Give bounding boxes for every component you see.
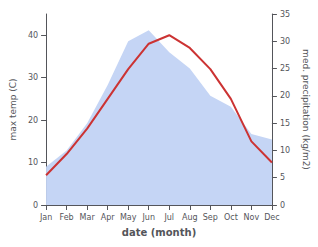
svg-text:30: 30 — [28, 73, 38, 82]
svg-text:Sep: Sep — [203, 213, 218, 222]
svg-text:Oct: Oct — [224, 213, 238, 222]
svg-text:Feb: Feb — [60, 213, 74, 222]
svg-text:20: 20 — [28, 116, 38, 125]
svg-text:25: 25 — [280, 64, 290, 73]
svg-text:Dec: Dec — [264, 213, 279, 222]
svg-text:max temp (C): max temp (C) — [8, 78, 18, 140]
svg-text:Mar: Mar — [80, 213, 96, 222]
svg-text:Nov: Nov — [244, 213, 260, 222]
svg-text:0: 0 — [280, 201, 285, 210]
svg-text:Aug: Aug — [182, 213, 198, 222]
svg-text:20: 20 — [280, 91, 290, 100]
svg-text:May: May — [120, 213, 137, 222]
svg-text:10: 10 — [28, 158, 38, 167]
svg-text:Apr: Apr — [101, 213, 116, 222]
svg-text:med. precipitation (kg/m2): med. precipitation (kg/m2) — [301, 49, 311, 170]
svg-text:date (month): date (month) — [122, 227, 196, 238]
svg-text:10: 10 — [280, 146, 290, 155]
svg-text:30: 30 — [280, 37, 290, 46]
svg-text:15: 15 — [280, 119, 290, 128]
svg-text:5: 5 — [280, 173, 285, 182]
svg-text:0: 0 — [33, 201, 38, 210]
svg-text:Jan: Jan — [39, 213, 52, 222]
svg-text:40: 40 — [28, 31, 38, 40]
svg-text:Jun: Jun — [141, 213, 155, 222]
svg-text:Jul: Jul — [163, 213, 174, 222]
svg-text:35: 35 — [280, 10, 290, 19]
